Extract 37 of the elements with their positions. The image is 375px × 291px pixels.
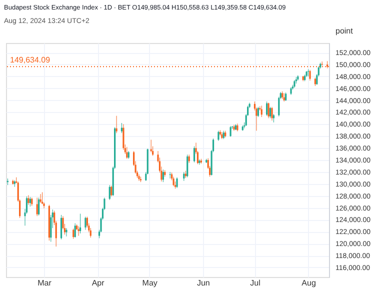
x-tick-label: Aug — [302, 278, 316, 288]
candlestick — [269, 106, 272, 118]
candlestick — [162, 169, 164, 182]
x-tick-label: Jul — [250, 278, 261, 288]
candlestick — [278, 96, 280, 117]
candlestick — [271, 106, 273, 121]
candlestick — [266, 101, 268, 116]
candlestick — [72, 228, 74, 240]
candlestick — [230, 126, 232, 137]
candlestick — [38, 197, 40, 216]
candlestick — [90, 228, 92, 238]
candlestick — [268, 102, 270, 118]
candlestick — [66, 228, 68, 237]
candlestick — [84, 216, 86, 230]
candlestick — [172, 176, 174, 187]
candlestick — [108, 184, 110, 200]
candlestick — [74, 223, 76, 238]
ref-line-label: 149,634.09 — [10, 56, 51, 65]
candlestick — [120, 122, 123, 134]
candlestick — [122, 124, 124, 150]
candlestick — [110, 185, 112, 197]
x-tick-label: Apr — [92, 278, 105, 288]
candlestick — [78, 226, 80, 236]
x-tick-label: May — [142, 278, 158, 288]
candlestick — [60, 214, 62, 240]
candlestick — [40, 194, 42, 204]
candlestick — [36, 197, 38, 216]
candlestick — [86, 216, 88, 228]
y-axis-title: point — [336, 26, 354, 36]
candlestick — [193, 146, 196, 163]
candlestick — [257, 106, 259, 118]
candlestick — [116, 116, 118, 134]
x-tick-label: Jun — [196, 278, 210, 288]
x-tick-label: Mar — [38, 278, 52, 288]
candlestick — [28, 194, 30, 206]
candlestick — [79, 213, 82, 234]
candlestick — [309, 70, 311, 81]
